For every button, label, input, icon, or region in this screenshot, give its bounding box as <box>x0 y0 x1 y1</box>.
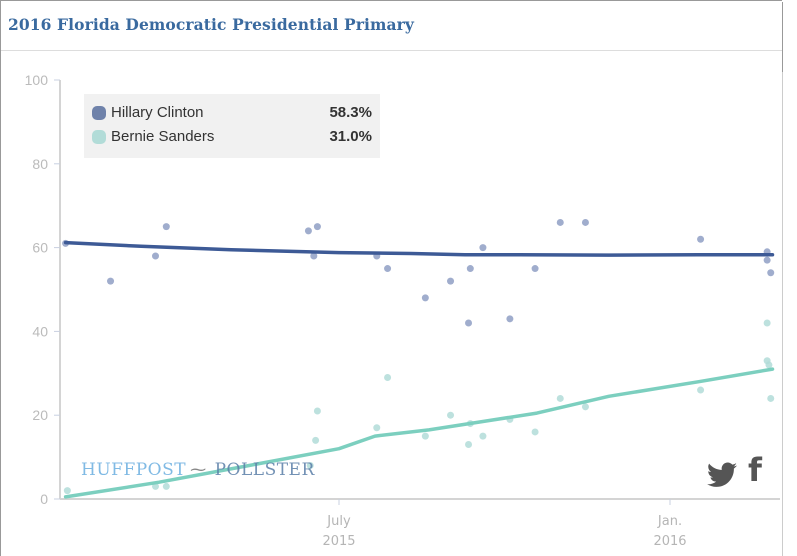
poll-point-bernie-sanders <box>373 424 381 432</box>
poll-point-hillary-clinton <box>581 218 589 226</box>
legend-item-clinton[interactable]: Hillary Clinton 58.3% <box>92 104 372 124</box>
poll-point-hillary-clinton <box>479 244 487 252</box>
twitter-share-button[interactable] <box>707 462 737 493</box>
poll-point-bernie-sanders <box>306 461 314 469</box>
logo-mark-icon: ⁓ <box>190 460 207 479</box>
poll-point-hillary-clinton <box>697 235 705 243</box>
data-points <box>62 218 775 495</box>
legend-swatch-clinton <box>92 106 106 120</box>
legend-value: 31.0% <box>329 128 372 145</box>
poll-point-bernie-sanders <box>767 394 775 402</box>
poll-point-hillary-clinton <box>384 265 392 273</box>
poll-point-hillary-clinton <box>107 277 115 285</box>
poll-point-bernie-sanders <box>763 319 771 327</box>
legend: Hillary Clinton 58.3% Bernie Sanders 31.… <box>84 94 380 158</box>
poll-point-bernie-sanders <box>312 436 320 444</box>
poll-point-hillary-clinton <box>767 269 775 277</box>
poll-point-bernie-sanders <box>531 428 539 436</box>
facebook-share-button[interactable]: f <box>748 451 762 489</box>
chart-title: 2016 Florida Democratic Presidential Pri… <box>8 15 415 34</box>
frame-edge-light <box>782 72 783 556</box>
axes: 0 20 40 60 80 100 July 2015 Jan. 2016 <box>25 72 780 549</box>
poll-point-bernie-sanders <box>447 411 455 419</box>
y-tick-label: 80 <box>32 156 48 172</box>
trend-line-hillary-clinton <box>63 240 775 257</box>
poll-point-bernie-sanders <box>63 487 71 495</box>
x-tick-sublabel: 2015 <box>322 534 355 549</box>
poll-point-hillary-clinton <box>531 265 539 273</box>
y-tick-label: 100 <box>25 72 49 88</box>
poll-point-hillary-clinton <box>421 294 429 302</box>
poll-point-bernie-sanders <box>581 403 589 411</box>
poll-point-hillary-clinton <box>466 265 474 273</box>
y-tick-label: 60 <box>32 240 48 256</box>
poll-point-bernie-sanders <box>765 361 773 369</box>
poll-point-hillary-clinton <box>313 223 321 231</box>
legend-value: 58.3% <box>329 104 372 121</box>
poll-point-hillary-clinton <box>152 252 160 260</box>
poll-point-bernie-sanders <box>556 394 564 402</box>
x-tick-label: Jan. <box>657 514 682 529</box>
poll-point-bernie-sanders <box>421 432 429 440</box>
poll-point-hillary-clinton <box>506 315 514 323</box>
frame-edge <box>782 2 783 72</box>
legend-label: Bernie Sanders <box>111 128 215 145</box>
title-divider <box>1 50 782 51</box>
poll-point-hillary-clinton <box>304 227 312 235</box>
poll-point-hillary-clinton <box>465 319 473 327</box>
poll-point-hillary-clinton <box>447 277 455 285</box>
twitter-icon <box>707 462 737 487</box>
huffpost-pollster-logo[interactable]: HUFFPOST ⁓ POLLSTER <box>81 460 315 480</box>
poll-point-bernie-sanders <box>697 386 705 394</box>
trend-line-bernie-sanders <box>63 367 775 499</box>
logo-huffpost: HUFFPOST <box>81 460 187 480</box>
legend-item-sanders[interactable]: Bernie Sanders 31.0% <box>92 128 372 148</box>
trend-lines <box>63 240 775 499</box>
poll-point-hillary-clinton <box>162 223 170 231</box>
poll-point-bernie-sanders <box>313 407 321 415</box>
y-tick-label: 0 <box>40 491 48 507</box>
x-tick-sublabel: 2016 <box>653 534 686 549</box>
poll-point-bernie-sanders <box>465 441 473 449</box>
poll-point-hillary-clinton <box>310 252 318 260</box>
poll-point-hillary-clinton <box>556 218 564 226</box>
poll-point-bernie-sanders <box>479 432 487 440</box>
legend-swatch-sanders <box>92 130 106 144</box>
poll-point-hillary-clinton <box>763 256 771 264</box>
y-tick-label: 20 <box>32 407 48 423</box>
logo-pollster: POLLSTER <box>214 460 315 480</box>
poll-point-bernie-sanders <box>162 482 170 490</box>
y-tick-label: 40 <box>32 323 48 339</box>
poll-point-bernie-sanders <box>384 373 392 381</box>
legend-label: Hillary Clinton <box>111 104 204 121</box>
x-tick-label: July <box>326 514 351 529</box>
